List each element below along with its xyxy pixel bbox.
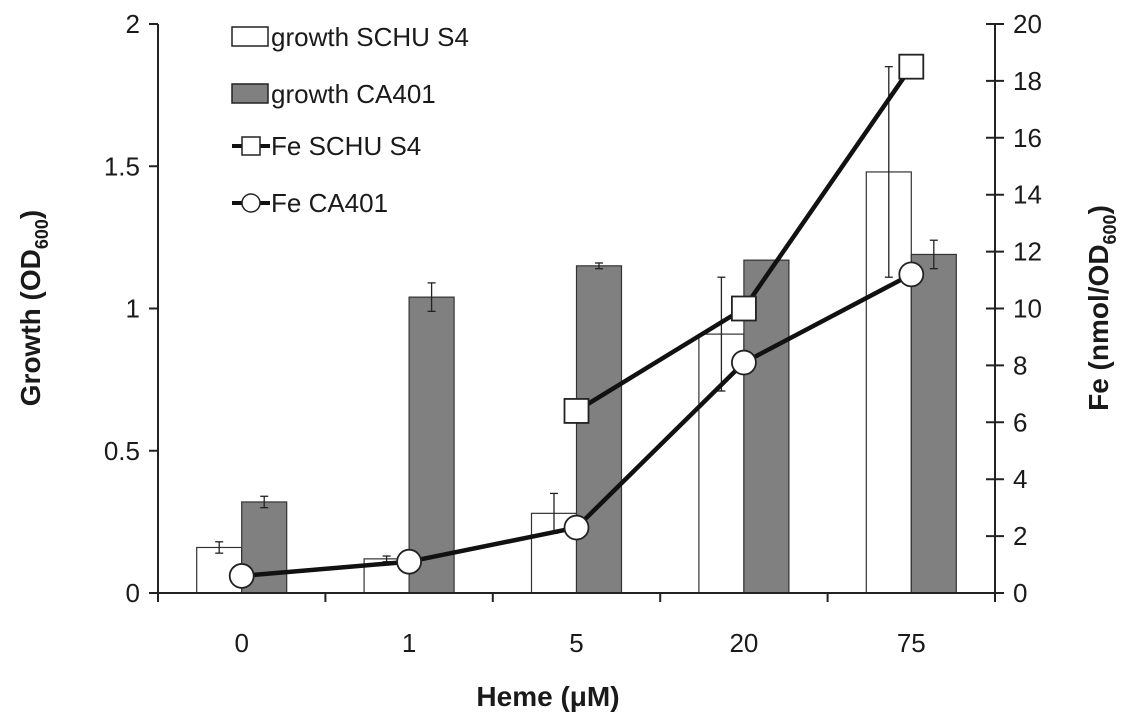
legend-label: growth SCHU S4 [271, 22, 469, 52]
y2-axis-title-main: Fe (nmol/OD [1083, 244, 1114, 410]
legend-swatch-gray-bar [231, 83, 269, 104]
legend-item-fe-schu-s4: Fe SCHU S4 [232, 131, 421, 161]
y-axis-title-subscript: 600 [32, 219, 52, 249]
right-y-ticks: 0 2 4 6 8 10 12 14 16 18 20 [986, 9, 1042, 608]
left-y-tick-label: 0.5 [104, 436, 140, 466]
fe-ca401-point [396, 548, 423, 575]
x-tick-label: 75 [897, 628, 926, 658]
y2-axis-title: Fe (nmol/OD600) [1083, 205, 1120, 411]
x-axis-title: Heme (μM) [476, 681, 619, 712]
y-axis-title-end: ) [15, 210, 46, 219]
x-tick-label: 0 [234, 628, 248, 658]
right-y-tick-label: 18 [1013, 66, 1042, 96]
right-y-tick-label: 4 [1013, 464, 1027, 494]
right-y-tick-label: 2 [1013, 521, 1027, 551]
left-y-ticks: 0 0.5 1 1.5 2 [104, 9, 158, 608]
legend-label: growth CA401 [271, 79, 436, 109]
bar-growth-ca401 [910, 253, 957, 594]
legend-square-marker-icon [241, 136, 261, 156]
fe-schu-s4-point [898, 53, 925, 80]
fe-ca401-point [563, 514, 590, 541]
bar-growth-ca401 [575, 265, 623, 594]
y-axis-title-main: Growth (OD [15, 249, 46, 406]
axes: 0 0.5 1 1.5 2 0 2 4 6 8 10 12 14 16 18 20 0 1 5 20 75 [104, 9, 1042, 658]
y-axis-title: Growth (OD600) [15, 210, 52, 406]
bar-growth-ca401 [408, 296, 455, 594]
fe-markers [228, 53, 925, 589]
plot-area [196, 53, 957, 594]
legend: growth SCHU S4 growth CA401 Fe SCHU S4 F… [231, 22, 469, 218]
legend-item-growth-schu-s4: growth SCHU S4 [231, 22, 469, 52]
left-y-tick-label: 1.5 [104, 151, 140, 181]
right-y-tick-label: 14 [1013, 180, 1042, 210]
left-y-tick-label: 1 [126, 294, 140, 324]
x-tick-label: 20 [729, 628, 758, 658]
right-y-tick-label: 10 [1013, 294, 1042, 324]
left-y-tick-label: 2 [126, 9, 140, 39]
legend-label: Fe CA401 [271, 188, 388, 218]
fe-ca401-point [898, 261, 925, 288]
y2-axis-title-subscript: 600 [1100, 214, 1120, 244]
right-y-tick-label: 20 [1013, 9, 1042, 39]
fe-ca401-point [731, 349, 757, 376]
x-ticks: 0 1 5 20 75 [157, 593, 996, 658]
right-y-tick-label: 0 [1013, 578, 1027, 608]
bars [196, 171, 957, 594]
fe-ca401-point [228, 563, 255, 589]
right-y-tick-label: 8 [1013, 350, 1027, 380]
fe-schu-s4-point [563, 398, 590, 424]
y2-axis-title-end: ) [1083, 205, 1114, 214]
right-y-tick-label: 12 [1013, 237, 1042, 267]
fe-schu-s4-point [731, 295, 757, 322]
right-y-tick-label: 6 [1013, 407, 1027, 437]
legend-label: Fe SCHU S4 [271, 131, 421, 161]
legend-item-fe-ca401: Fe CA401 [232, 188, 388, 218]
right-y-tick-label: 16 [1013, 123, 1042, 153]
left-y-tick-label: 0 [126, 578, 140, 608]
x-tick-label: 1 [402, 628, 416, 658]
legend-circle-marker-icon [241, 193, 261, 213]
legend-swatch-white-bar [231, 26, 269, 47]
x-tick-label: 5 [569, 628, 583, 658]
legend-item-growth-ca401: growth CA401 [231, 79, 436, 109]
